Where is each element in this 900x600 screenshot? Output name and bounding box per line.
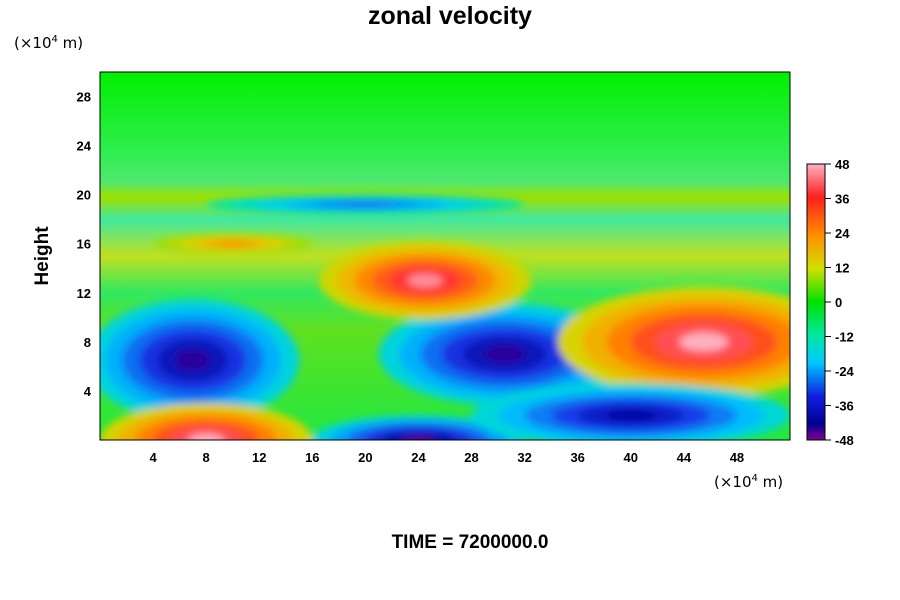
heatmap-cell: [483, 345, 526, 363]
x-tick-label: 40: [624, 450, 638, 465]
heatmap-cell: [219, 242, 246, 246]
colorbar-tick-label: -12: [835, 330, 854, 345]
chart-title: zonal velocity: [368, 2, 532, 30]
heatmap-cell: [188, 433, 224, 440]
y-tick-label: 16: [77, 237, 91, 252]
colorbar: [806, 163, 826, 441]
x-tick-label: 32: [517, 450, 531, 465]
heatmap-cell: [604, 410, 658, 421]
y-tick-label: 28: [77, 90, 91, 105]
colorbar-tick-label: -36: [835, 399, 854, 414]
colorbar-tick-label: 48: [835, 157, 849, 172]
heatmap-cell: [400, 435, 437, 440]
colorbar-tick-label: -24: [835, 364, 855, 379]
x-tick-label: 48: [730, 450, 744, 465]
heatmap-cell: [338, 202, 392, 207]
colorbar-tick-label: 24: [835, 226, 850, 241]
x-tick-label: 24: [411, 450, 426, 465]
colorbar-tick-label: 0: [835, 295, 842, 310]
x-tick-label: 12: [252, 450, 266, 465]
time-label: TIME = 7200000.0: [391, 532, 549, 553]
y-tick-label: 20: [77, 188, 91, 203]
x-tick-label: 44: [677, 450, 692, 465]
y-tick-label: 4: [84, 384, 92, 399]
colorbar-tick-label: 12: [835, 261, 849, 276]
heatmap-cell: [679, 332, 729, 352]
y-axis-unit: (×104 m): [14, 34, 84, 52]
x-tick-label: 28: [464, 450, 478, 465]
x-tick-label: 36: [570, 450, 584, 465]
y-tick-label: 24: [77, 139, 92, 154]
x-tick-label: 20: [358, 450, 372, 465]
y-tick-label: 8: [84, 335, 91, 350]
x-axis-unit: (×104 m): [714, 473, 784, 491]
heatmap-cell: [407, 273, 443, 288]
x-tick-label: 8: [203, 450, 210, 465]
x-tick-label: 16: [305, 450, 319, 465]
colorbar-tick-label: -48: [835, 433, 854, 448]
y-tick-label: 12: [77, 286, 91, 301]
plot-frame: [99, 71, 791, 441]
colorbar-tick-label: 36: [835, 192, 849, 207]
x-tick-label: 4: [149, 450, 157, 465]
heatmap-cell: [175, 350, 211, 371]
